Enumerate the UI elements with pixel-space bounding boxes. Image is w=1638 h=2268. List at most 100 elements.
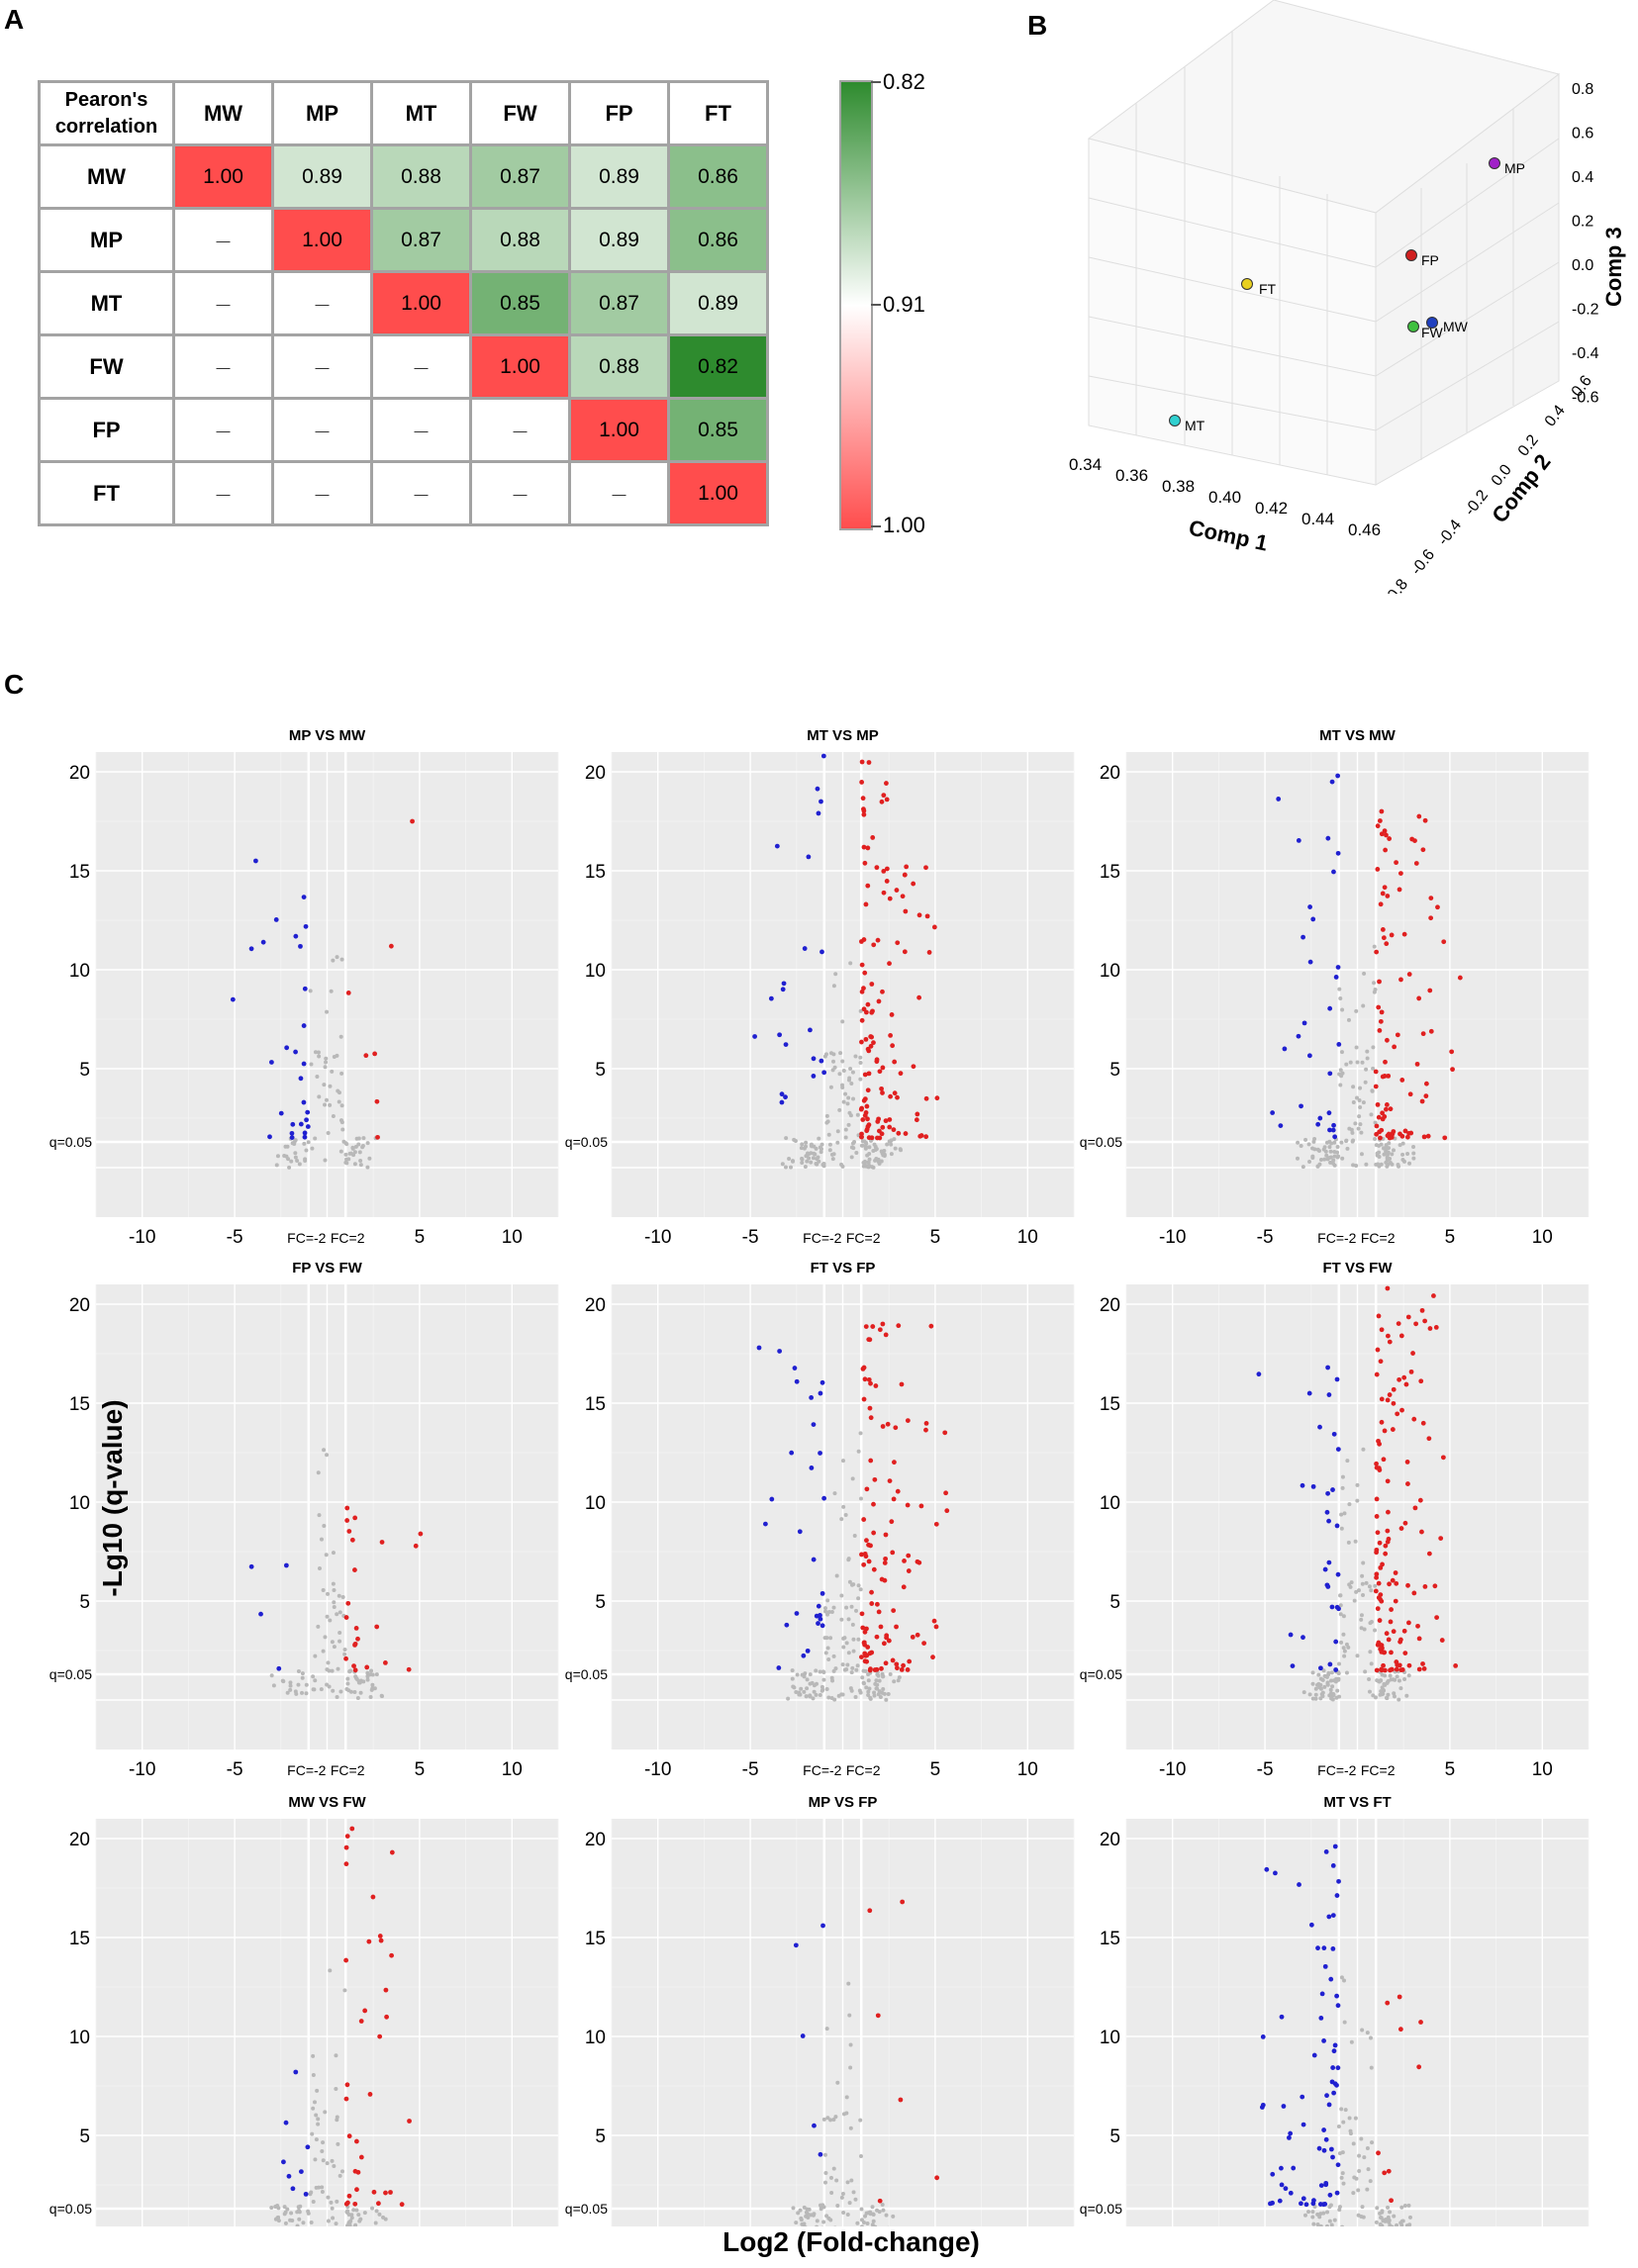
point-ns — [846, 1617, 851, 1622]
point-up — [1377, 1028, 1383, 1033]
point-up — [1379, 1643, 1385, 1649]
point-ns — [866, 1689, 871, 1694]
point-ns — [323, 2110, 328, 2115]
point-up — [859, 1552, 864, 1558]
point-ns — [315, 2088, 320, 2093]
point-ns — [840, 1459, 845, 1464]
point-ns — [1327, 1139, 1332, 1144]
point-ns — [815, 1681, 819, 1686]
point-ns — [283, 1144, 288, 1149]
point-ns — [310, 1146, 315, 1151]
point-ns — [791, 1684, 796, 1689]
point-ns — [289, 2211, 294, 2216]
fc-pos-label: FC=2 — [846, 1230, 881, 1246]
volcano-y-axis-label: -Lg10 (q-value) — [97, 1399, 128, 1597]
point-up — [1427, 1326, 1433, 1331]
point-ns — [841, 1099, 846, 1104]
point-ns — [1365, 2187, 1370, 2192]
heatmap-cell-empty: — — [271, 270, 373, 336]
point-up — [905, 1502, 911, 1508]
point-ns — [897, 1675, 902, 1680]
point-ns — [1368, 2179, 1373, 2184]
point-ns — [319, 1687, 324, 1692]
point-up — [344, 1505, 350, 1511]
point-up — [345, 991, 351, 995]
point-ns — [800, 1142, 805, 1147]
point-ns — [1402, 2204, 1407, 2209]
point-up — [915, 1111, 920, 1117]
point-ns — [300, 1671, 305, 1676]
point-up — [868, 1543, 873, 1549]
point-up — [865, 845, 871, 851]
point-up — [896, 1130, 902, 1136]
point-up — [883, 1118, 889, 1124]
point-down — [806, 854, 812, 860]
point-up — [894, 1665, 900, 1671]
point-up — [344, 1518, 350, 1523]
point-ns — [800, 1160, 805, 1165]
point-down — [1332, 1843, 1338, 1849]
point-ns — [1322, 1157, 1327, 1162]
point-up — [1389, 1650, 1394, 1655]
point-ns — [866, 1693, 871, 1698]
pca-x-tick: 0.40 — [1208, 488, 1241, 507]
point-ns — [1307, 1692, 1312, 1697]
volcano-y-tick: 20 — [1100, 1295, 1120, 1316]
point-ns — [1339, 1074, 1344, 1079]
point-up — [1413, 1321, 1419, 1327]
point-ns — [1379, 1142, 1384, 1147]
point-up — [894, 1624, 899, 1630]
point-up — [1407, 1091, 1413, 1097]
volcano-y-tick: 5 — [1109, 1060, 1120, 1081]
point-up — [884, 1635, 890, 1641]
point-down — [1306, 1053, 1312, 1059]
point-ns — [323, 1065, 328, 1070]
point-up — [905, 1667, 911, 1672]
point-ns — [1358, 1086, 1363, 1090]
heatmap-cell-mw-mw: 1.00 — [172, 143, 274, 210]
point-ns — [848, 2042, 853, 2047]
volcano-panel-title: FT VS FP — [811, 1260, 876, 1276]
pca-x-tick: 0.38 — [1162, 477, 1195, 496]
q-threshold-label: q=0.05 — [565, 1134, 608, 1150]
point-ns — [862, 1161, 867, 1166]
heatmap-cell-empty: — — [172, 207, 274, 273]
point-ns — [817, 1159, 821, 1164]
point-down — [293, 2069, 299, 2075]
point-ns — [297, 2210, 302, 2215]
point-up — [1404, 1460, 1410, 1465]
point-up — [931, 1618, 937, 1624]
point-ns — [316, 1050, 321, 1055]
point-up — [877, 1327, 883, 1333]
point-ns — [888, 1671, 893, 1676]
point-ns — [1397, 1678, 1401, 1683]
point-ns — [331, 2216, 336, 2221]
point-ns — [859, 2207, 864, 2212]
point-down — [1330, 2065, 1336, 2070]
point-ns — [330, 2206, 335, 2211]
point-ns — [349, 2216, 354, 2221]
point-up — [1409, 836, 1415, 842]
volcano-y-tick: 10 — [585, 1493, 606, 1514]
point-up — [1379, 1419, 1385, 1425]
point-ns — [849, 1155, 854, 1160]
point-up — [1379, 1666, 1385, 1672]
point-down — [1335, 1447, 1341, 1452]
point-up — [1376, 1595, 1382, 1600]
volcano-x-tick: -10 — [129, 1227, 155, 1248]
point-up — [1389, 2198, 1394, 2204]
point-up — [1382, 828, 1388, 834]
point-up — [876, 1609, 882, 1615]
point-ns — [339, 1071, 344, 1076]
point-ns — [1326, 1670, 1331, 1675]
fc-neg-label: FC=-2 — [1317, 1762, 1357, 1778]
point-ns — [814, 1692, 819, 1697]
point-ns — [1334, 1676, 1339, 1681]
point-down — [779, 1091, 785, 1097]
point-ns — [330, 2158, 335, 2163]
point-up — [892, 1059, 898, 1065]
point-up — [1420, 1420, 1426, 1426]
point-ns — [1369, 1588, 1374, 1593]
point-up — [1387, 1581, 1392, 1587]
point-up — [881, 1641, 887, 1647]
